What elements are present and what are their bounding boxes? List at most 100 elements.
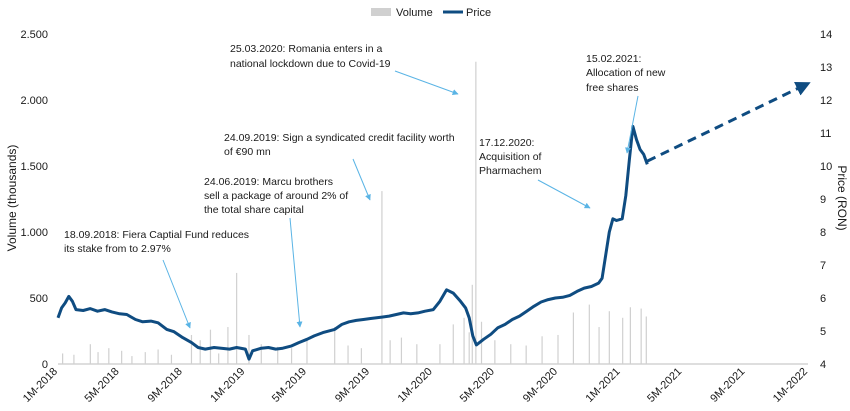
annotation-lockdown: 25.03.2020: Romania enters in a national… (230, 43, 459, 95)
annotation-marcu-arrow (289, 217, 303, 328)
volume-bar (131, 356, 133, 364)
volume-bar (170, 354, 173, 364)
y-left-ticks: 0 500 1.000 1.500 2.000 2.500 (20, 29, 48, 371)
volume-bar (645, 316, 647, 364)
y-left-tick-label: 2.000 (20, 95, 48, 107)
y-left-tick-label: 1.500 (20, 161, 48, 173)
annotation-pharmachem-line-2: Acquisition of (479, 151, 542, 163)
volume-bar (347, 345, 349, 364)
volume-bar (400, 337, 403, 364)
x-tick-label: 5M-2019 (270, 366, 309, 405)
x-tick-label: 9M-2020 (521, 366, 560, 405)
annotation-pharmachem-line-3: Pharmachem (479, 165, 542, 177)
annotation-lockdown-line-1: 25.03.2020: Romania enters in a (230, 43, 383, 55)
x-tick-label: 5M-2021 (645, 366, 684, 405)
volume-bar (480, 321, 483, 364)
y-right-tick-label: 8 (820, 227, 826, 239)
annotation-fiera-line-2: its stake from to 2.97% (64, 243, 171, 255)
volume-bar (334, 327, 336, 364)
annotation-free-shares-line-1: 15.02.2021: (586, 53, 641, 65)
volume-bar (306, 340, 308, 364)
y-left-tick-label: 2.500 (20, 29, 48, 41)
x-tick-label: 1M-2021 (584, 366, 623, 405)
price-forecast-arrow (646, 81, 811, 163)
annotation-credit-line-1: 24.09.2019: Sign a syndicated credit fac… (224, 132, 455, 144)
legend-volume-swatch (371, 8, 391, 16)
volume-bar (248, 334, 250, 364)
y-right-tick-label: 7 (820, 260, 826, 272)
volume-bar (622, 317, 624, 364)
x-tick-label: 9M-2021 (708, 366, 747, 405)
volume-bar (608, 311, 610, 364)
y-right-tick-label: 9 (820, 194, 826, 206)
legend-price-label: Price (466, 7, 491, 19)
volume-bar (227, 327, 229, 364)
x-ticks: 1M-2018 5M-2018 9M-2018 1M-2019 5M-2019 9M-20… (21, 366, 810, 405)
x-tick-label: 1M-2020 (396, 366, 435, 405)
volume-bar (199, 340, 201, 364)
volume-bar (157, 349, 159, 364)
y-right-tick-label: 12 (820, 95, 832, 107)
annotation-free-shares-arrow (625, 95, 639, 154)
volume-series (62, 61, 647, 364)
volume-bar (588, 304, 590, 364)
y-right-tick-label: 5 (820, 326, 826, 338)
x-tick-label: 9M-2019 (333, 366, 372, 405)
annotation-free-shares-line-2: Allocation of new (586, 67, 666, 79)
volume-bar (463, 317, 465, 364)
volume-bar (598, 327, 600, 364)
volume-bar (190, 334, 193, 364)
annotation-pharmachem: 17.12.2020: Acquisition of Pharmachem (479, 137, 591, 209)
annotation-free-shares: 15.02.2021: Allocation of new free share… (586, 53, 666, 154)
volume-bar (97, 352, 99, 364)
annotation-credit: 24.09.2019: Sign a syndicated credit fac… (224, 132, 455, 201)
y-right-axis-title: Price (RON) (835, 165, 849, 230)
volume-bar (62, 353, 64, 364)
volume-bar (121, 350, 123, 364)
x-tick-label: 1M-2018 (21, 366, 60, 405)
x-tick-label: 5M-2018 (83, 366, 122, 405)
volume-bar (510, 344, 512, 364)
x-tick-label: 5M-2020 (458, 366, 497, 405)
volume-bar (525, 345, 527, 364)
volume-bar (108, 348, 110, 364)
volume-bar (236, 272, 238, 364)
y-left-tick-label: 500 (30, 293, 48, 305)
annotation-fiera-line-1: 18.09.2018: Fiera Captial Fund reduces (64, 229, 249, 241)
annotation-pharmachem-arrow (537, 179, 591, 209)
annotation-lockdown-line-2: national lockdown due to Covid-19 (230, 58, 391, 70)
annotation-free-shares-line-3: free shares (586, 82, 639, 94)
y-right-tick-label: 14 (820, 29, 832, 41)
volume-bar (572, 312, 575, 364)
legend-volume-label: Volume (396, 7, 433, 19)
y-left-tick-label: 1.000 (20, 227, 48, 239)
y-right-tick-label: 4 (820, 359, 826, 371)
price-series-line (56, 124, 649, 361)
volume-bar (494, 340, 496, 364)
volume-bar (73, 354, 75, 364)
volume-bar (439, 344, 441, 364)
volume-bar (218, 353, 220, 364)
x-tick-label: 1M-2019 (208, 366, 247, 405)
volume-bar (144, 352, 146, 364)
annotation-marcu: 24.06.2019: Marcu brothers sell a packag… (204, 176, 348, 328)
volume-bar (640, 308, 642, 364)
annotation-lockdown-arrow (394, 70, 459, 95)
y-left-axis-title: Volume (thousands) (5, 145, 19, 252)
volume-bar (629, 307, 631, 364)
y-right-tick-label: 11 (820, 128, 831, 140)
annotation-marcu-line-1: 24.06.2019: Marcu brothers (204, 176, 333, 188)
volume-bar (471, 284, 473, 364)
volume-bar (89, 344, 91, 364)
volume-bar (557, 334, 559, 364)
volume-bar (290, 348, 293, 364)
volume-bar (381, 191, 383, 364)
y-left-tick-label: 0 (42, 359, 48, 371)
volume-bar (452, 324, 454, 364)
volume-bar (416, 344, 418, 364)
y-right-ticks: 4 5 6 7 8 9 10 11 12 13 14 (820, 29, 832, 371)
annotation-pharmachem-line-1: 17.12.2020: (479, 137, 534, 149)
x-tick-label: 9M-2018 (146, 366, 185, 405)
y-right-tick-label: 10 (820, 161, 832, 173)
